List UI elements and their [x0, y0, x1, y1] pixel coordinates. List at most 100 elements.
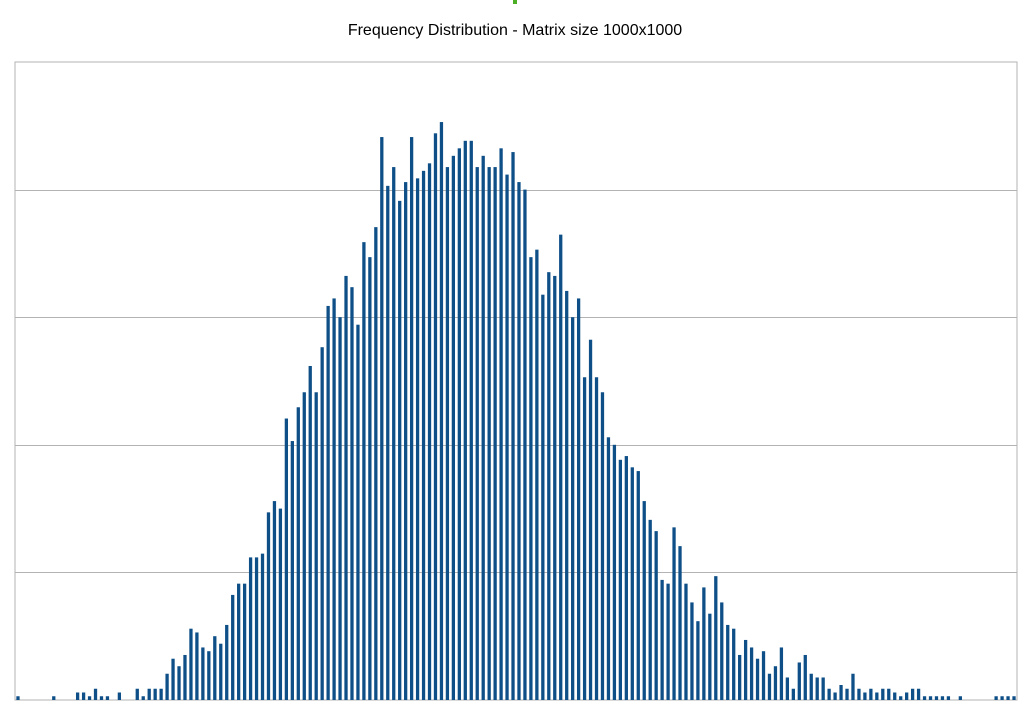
histogram-bar	[493, 167, 497, 700]
histogram-bar	[487, 167, 491, 700]
histogram-bar	[135, 688, 139, 700]
histogram-bar	[910, 688, 915, 700]
histogram-bar	[320, 347, 324, 700]
histogram-bar	[272, 501, 277, 700]
histogram-bar	[660, 579, 664, 700]
histogram-bar	[803, 654, 807, 700]
histogram-bar	[576, 298, 581, 700]
bars	[16, 122, 1016, 701]
histogram-bar	[761, 651, 766, 700]
histogram-bar	[875, 692, 879, 700]
histogram-bar	[922, 696, 927, 700]
histogram-bar	[81, 692, 86, 700]
histogram-bar	[356, 324, 360, 700]
histogram-bar	[547, 272, 551, 700]
histogram-bar	[308, 365, 312, 700]
histogram-bar	[248, 557, 253, 700]
histogram-bar	[392, 167, 396, 700]
histogram-bar	[177, 666, 181, 700]
histogram-bar	[726, 624, 730, 700]
histogram-bar	[559, 234, 563, 700]
histogram-bar	[481, 155, 485, 700]
histogram-bar	[75, 692, 80, 700]
histogram-bar	[201, 647, 205, 700]
plot-area-frame	[14, 61, 1018, 701]
histogram-bar	[517, 182, 521, 701]
histogram-bar	[654, 531, 658, 700]
histogram-bar	[219, 643, 223, 700]
histogram-bar	[869, 688, 873, 700]
histogram-bar	[851, 673, 855, 700]
histogram-bar	[99, 696, 104, 700]
histogram-bar	[624, 456, 628, 700]
histogram-bar	[940, 696, 945, 700]
histogram-bar	[529, 257, 533, 700]
histogram-bar	[1012, 696, 1016, 700]
histogram-bar	[827, 688, 831, 700]
histogram-bar	[284, 418, 289, 700]
histogram-bar	[242, 583, 247, 700]
histogram-bar	[469, 140, 473, 700]
histogram-bar	[415, 178, 420, 701]
histogram-bar	[195, 632, 199, 700]
histogram-bar	[386, 185, 390, 701]
histogram-bar	[183, 654, 187, 700]
histogram-bar	[147, 688, 151, 700]
histogram-bar	[344, 275, 348, 700]
histogram-bar	[87, 696, 92, 700]
histogram-bar	[499, 148, 503, 700]
histogram-bar	[666, 583, 670, 700]
histogram-bar	[553, 275, 557, 700]
histogram-bar	[141, 696, 145, 700]
histogram-bar	[881, 688, 885, 700]
histogram-bar	[1006, 696, 1010, 700]
histogram-bar	[535, 249, 539, 700]
histogram-bar	[541, 294, 545, 700]
histogram-bar	[648, 519, 652, 700]
histogram-bar	[994, 696, 998, 700]
histogram-bar	[946, 696, 951, 700]
histogram-bar	[785, 677, 790, 700]
histogram-bar	[606, 437, 611, 700]
histogram-bar	[678, 546, 682, 700]
histogram-bar	[254, 557, 259, 700]
histogram-bar	[565, 290, 569, 700]
histogram-bar	[207, 651, 211, 700]
histogram-bar	[225, 624, 229, 700]
histogram-bar	[708, 613, 712, 700]
histogram-bar	[899, 696, 903, 700]
histogram-bar	[332, 298, 336, 700]
histogram-bar	[630, 467, 634, 700]
histogram-bar	[380, 137, 384, 700]
histogram-bar	[505, 174, 509, 701]
histogram-bar	[463, 140, 467, 700]
histogram-bar	[839, 684, 843, 700]
histogram-bar	[409, 137, 414, 700]
histogram-bar	[457, 148, 461, 700]
histogram-bar	[600, 392, 605, 700]
histogram-bar	[755, 658, 760, 700]
histogram-bar	[738, 654, 742, 700]
histogram-bar	[905, 692, 909, 700]
histogram-bar	[290, 441, 294, 700]
histogram-bar	[451, 155, 456, 700]
histogram-bar	[117, 692, 122, 700]
histogram-bar	[433, 133, 438, 700]
histogram-bar	[213, 636, 217, 700]
histogram-bar	[582, 377, 587, 700]
histogram-bar	[958, 696, 962, 700]
histogram-bar	[779, 647, 784, 700]
histogram-bar	[237, 583, 241, 700]
histogram-bar	[833, 692, 837, 700]
histogram-bar	[314, 392, 318, 700]
histogram-bar	[421, 170, 426, 701]
histogram-bar	[153, 688, 157, 700]
histogram-bar	[928, 696, 933, 700]
histogram-bar	[404, 182, 408, 701]
histogram-bar	[684, 583, 688, 700]
histogram-bar	[618, 459, 623, 700]
histogram-bar	[302, 392, 306, 700]
histogram-bar	[16, 696, 20, 700]
histogram-bar	[893, 692, 897, 700]
